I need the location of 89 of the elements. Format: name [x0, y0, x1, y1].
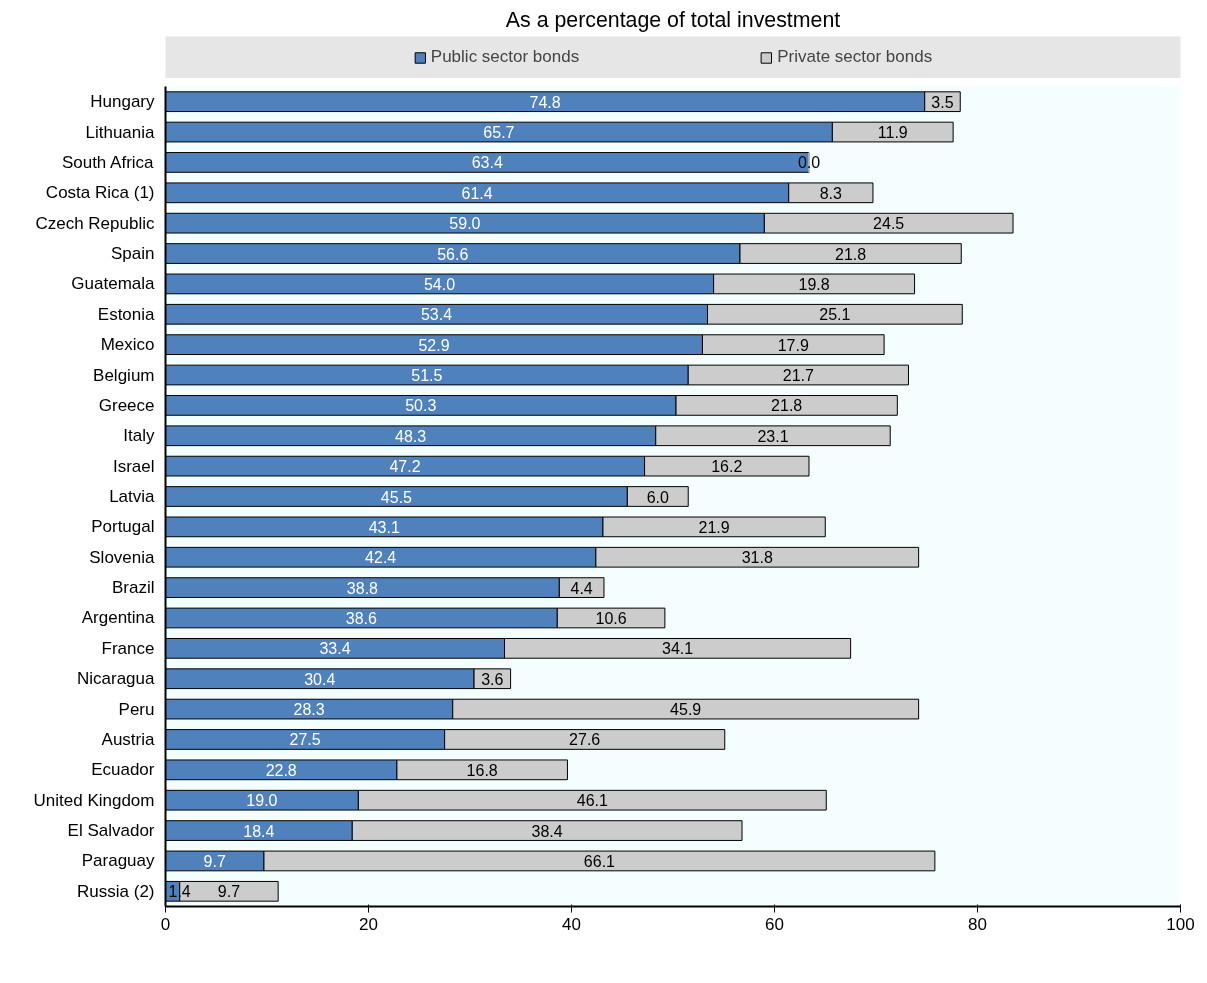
legend-label: Public sector bonds [430, 47, 580, 67]
data-label: 6.0 [646, 488, 669, 506]
data-label: 16.2 [711, 458, 743, 476]
data-label: 22.8 [265, 761, 297, 779]
data-label: 50.3 [405, 397, 437, 415]
y-tick-label: Latvia [109, 487, 156, 506]
data-label: 48.3 [395, 427, 427, 445]
data-label: 21.7 [782, 367, 815, 385]
data-label: 21.8 [835, 245, 867, 263]
data-label: 43.1 [368, 518, 400, 536]
y-tick-label: Czech Republic [35, 213, 155, 233]
y-tick-label: Italy [123, 426, 155, 446]
data-label: 24.5 [873, 215, 905, 233]
x-tick-label: 40 [562, 914, 581, 934]
data-label: 9.7 [203, 852, 226, 870]
data-label: 45.5 [380, 488, 413, 506]
y-tick-label: El Salvador [67, 821, 155, 841]
y-tick-label: Israel [112, 456, 155, 476]
y-tick-label: Hungary [90, 92, 155, 112]
y-tick-label: Peru [118, 699, 155, 719]
legend-label: Private sector bonds [777, 47, 933, 67]
data-label: 19.8 [798, 275, 830, 293]
data-label: 21.9 [698, 518, 730, 536]
data-label: 3.6 [481, 670, 504, 688]
y-tick-label: Guatemala [71, 274, 156, 294]
data-label: 59.0 [449, 215, 481, 233]
data-label: 23.1 [757, 427, 789, 445]
data-label: 63.4 [471, 154, 503, 172]
data-label: 19.0 [246, 792, 278, 810]
y-tick-label: Belgium [93, 365, 155, 385]
data-label: 27.6 [569, 731, 601, 749]
data-label: 30.4 [304, 670, 336, 688]
data-label: 21.8 [771, 397, 803, 415]
x-tick-label: 20 [359, 914, 378, 934]
y-tick-label: Nicaragua [77, 669, 156, 689]
data-label: 31.8 [741, 549, 773, 567]
y-tick-label: Costa Rica (1) [45, 183, 155, 203]
data-label: 28.3 [293, 701, 325, 719]
y-tick-label: United Kingdom [33, 790, 155, 810]
data-label: 11.9 [877, 124, 908, 142]
data-label: 66.1 [583, 852, 616, 870]
chart-title: As a percentage of total investment [505, 7, 841, 32]
y-tick-label: France [101, 638, 155, 658]
data-label: 38.4 [531, 822, 563, 840]
data-label: 38.6 [345, 609, 378, 627]
data-label: 38.8 [346, 579, 379, 597]
data-label: 65.7 [483, 124, 515, 142]
data-label: 74.8 [529, 93, 561, 111]
y-tick-label: Spain [111, 244, 155, 264]
data-label: 61.4 [461, 184, 493, 202]
y-tick-label: Slovenia [89, 547, 156, 567]
data-label: 52.9 [418, 336, 450, 354]
y-tick-label: Paraguay [81, 851, 155, 871]
data-label: 27.5 [289, 731, 321, 749]
y-tick-label: Russia (2) [77, 881, 155, 901]
y-tick-label: Austria [101, 729, 156, 749]
data-label: 33.4 [319, 640, 351, 658]
y-tick-label: Portugal [91, 517, 155, 537]
x-tick-label: 100 [1166, 914, 1195, 934]
data-label: 54.0 [423, 275, 456, 293]
data-label: 17.9 [777, 336, 809, 354]
data-label: 47.2 [389, 458, 421, 476]
data-label: 9.7 [217, 883, 241, 901]
y-tick-label: South Africa [61, 152, 155, 172]
y-tick-label: Ecuador [91, 760, 155, 780]
data-label: 51.5 [411, 367, 443, 385]
data-label: 53.4 [420, 306, 453, 324]
y-tick-label: Mexico [100, 335, 155, 355]
y-tick-label: Argentina [81, 608, 156, 628]
y-tick-label: Greece [98, 395, 155, 415]
data-label: 10.6 [595, 609, 627, 627]
x-tick-label: 80 [968, 914, 987, 934]
data-label: 8.3 [819, 184, 843, 202]
data-label: 16.8 [466, 761, 498, 779]
data-label: 25.1 [819, 306, 851, 324]
data-label: 42.4 [365, 549, 397, 567]
data-label: 3.5 [931, 93, 954, 111]
y-tick-label: Lithuania [85, 122, 156, 142]
y-tick-label: Estonia [97, 304, 156, 324]
data-label: 56.6 [437, 245, 469, 263]
data-label: 46.1 [576, 792, 608, 810]
x-tick-label: 0 [160, 914, 171, 934]
data-label: 34.1 [662, 640, 694, 658]
data-label: 0.0 [797, 154, 821, 172]
x-tick-label: 60 [765, 914, 784, 934]
data-label: 4.4 [570, 579, 593, 597]
y-tick-label: Brazil [111, 578, 155, 598]
data-label: 18.4 [243, 822, 275, 840]
data-label: 45.9 [670, 701, 702, 719]
